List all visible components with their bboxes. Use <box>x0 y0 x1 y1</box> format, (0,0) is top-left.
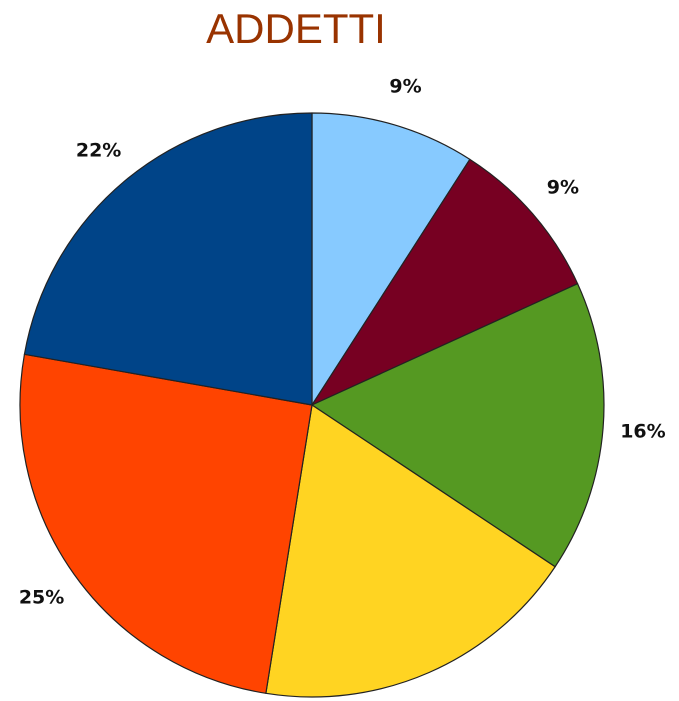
slice-label-4: 18% <box>422 698 467 701</box>
pie-slice-5 <box>19 353 313 694</box>
pie-slice-2 <box>311 158 579 406</box>
slice-label-2: 9% <box>547 177 579 199</box>
slice-label-5: 25% <box>19 587 64 609</box>
slice-label-6: 22% <box>76 140 121 162</box>
pie-slice-4 <box>265 404 556 698</box>
slice-label-1: 9% <box>389 75 421 97</box>
chart-title: ADDETTI <box>206 5 386 52</box>
pie-slice-6 <box>23 112 313 406</box>
pie-slices <box>19 112 605 698</box>
pie-slice-1 <box>311 112 471 406</box>
pie-slice-3 <box>311 283 605 568</box>
slice-label-3: 16% <box>620 420 665 442</box>
pie-labels: 9% 9% 16% 18% 25% 22% <box>19 75 666 701</box>
